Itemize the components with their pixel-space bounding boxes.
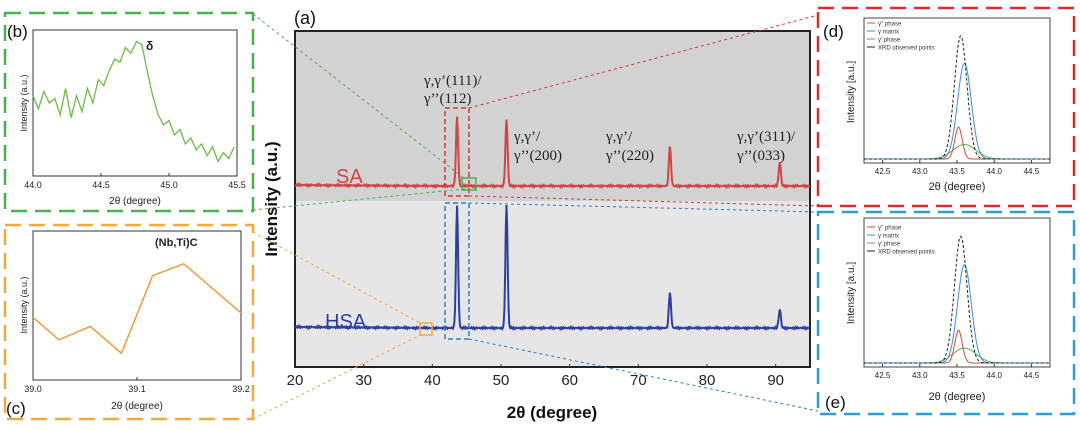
legend-label-gamma-dprime: γ'' phase (878, 22, 902, 28)
panel-e-ylabel: Intensity [a.u.] (846, 262, 857, 324)
panel-b-x-tick-label: 44.0 (24, 180, 42, 190)
panel-d-dashed-frame (816, 6, 1076, 208)
panel-e-x-tick-label: 44.0 (986, 371, 1002, 380)
panel-d-x-tick-label: 43.5 (949, 167, 965, 176)
panel-a-x-tick-label: 60 (561, 372, 578, 389)
panel-a: 20 30 40 50 60 70 80 90 SA HSA (a) 2θ (degree) … (262, 8, 811, 422)
panel-b-ylabel: Intensity (a.u.) (19, 74, 29, 131)
legend-label-observed: XRD observed points (878, 46, 935, 52)
panel-a-bg-bottom (295, 201, 810, 367)
connector-lines (252, 13, 819, 420)
panel-e-x-tick-label: 43.0 (912, 371, 928, 380)
panel-b-dashed-frame (3, 11, 255, 213)
peak-annotation-1a: γ,γ’(111)/ (423, 73, 482, 89)
panel-e-axes (863, 217, 1051, 368)
panel-d-ylabel: Intensity [a.u.] (846, 61, 857, 123)
panel-a-x-tick-label: 90 (767, 372, 784, 389)
legend-label-gamma-matrix: γ matrix (878, 30, 899, 36)
panel-c-annotation: (Nb,Ti)C (155, 237, 198, 249)
panel-a-x-tick-label: 50 (493, 372, 510, 389)
peak-annotation-3b: γ’’(220) (605, 148, 654, 164)
panel-e-dashed-frame (816, 210, 1076, 416)
connector-red-top (468, 14, 819, 109)
series-line-panel-b (32, 40, 235, 163)
panel-c-axes (32, 230, 242, 381)
connector-blue-bottom (468, 338, 819, 412)
panel-e: 42.5 43.0 43.5 44.0 44.5 γ'' phase γ matrix … (816, 210, 1076, 416)
legend-label-observed: XRD observed points (878, 250, 935, 256)
panel-a-x-tick-label: 80 (699, 372, 716, 389)
panel-a-frame (294, 30, 811, 368)
peak-annotation-4a: γ,γ’(311)/ (736, 129, 796, 145)
panel-d-x-tick-label: 44.0 (986, 167, 1002, 176)
connector-red-bottom (468, 195, 819, 207)
panel-a-x-tick-label: 30 (355, 372, 372, 389)
panel-c-ylabel: Intensity (a.u.) (19, 276, 29, 333)
curve-observed-points (864, 35, 1050, 160)
highlight-box-orange (419, 322, 433, 336)
panel-c-x-tick-label: 39.0 (24, 384, 42, 394)
panel-d-label: (d) (823, 22, 844, 41)
panel-a-x-tick-label: 20 (287, 372, 304, 389)
panel-a-label: (a) (294, 8, 316, 28)
panel-d-x-tick-label: 44.5 (1024, 167, 1040, 176)
panel-d-x-tick-label: 42.5 (875, 167, 891, 176)
panel-a-xlabel: 2θ (degree) (507, 403, 597, 422)
peak-annotation-2b: γ’’(200) (513, 148, 562, 164)
panel-b-x-tick-label: 45.5 (228, 180, 246, 190)
panel-c-x-tick-label: 39.1 (128, 384, 146, 394)
panel-a-bg-top (295, 31, 810, 201)
series-label-sa: SA (336, 166, 363, 188)
panel-b-label: (b) (7, 22, 28, 41)
panel-c-xlabel: 2θ (degree) (111, 401, 163, 412)
panel-e-x-tick-label: 43.5 (949, 371, 965, 380)
panel-b-xlabel: 2θ (degree) (109, 196, 161, 207)
panel-d-x-tick-label: 43.0 (912, 167, 928, 176)
legend-label-gamma-matrix: γ matrix (878, 234, 899, 240)
series-line-sa (294, 116, 811, 190)
connector-green-top (252, 13, 466, 180)
panel-d-xlabel: 2θ (degree) (929, 181, 986, 193)
series-line-hsa (294, 204, 811, 332)
panel-e-xlabel: 2θ (degree) (929, 391, 986, 403)
panel-a-ylabel: Intensity (a.u.) (262, 141, 281, 256)
panel-d-axes (863, 17, 1051, 164)
highlight-box-red (444, 107, 470, 197)
panel-b: 44.0 44.5 45.0 45.5 (b) 2θ (degree) Intensi… (3, 11, 255, 213)
peak-annotation-1b: γ’’(112) (423, 91, 471, 107)
curve-observed-points (864, 235, 1050, 364)
connector-blue-top (468, 202, 819, 213)
panel-e-legend: γ'' phase γ matrix γ' phase XRD observed… (867, 226, 935, 256)
panel-c-x-tick-label: 39.2 (232, 384, 250, 394)
highlight-box-blue (444, 202, 470, 340)
panel-b-x-tick-label: 45.0 (160, 180, 178, 190)
highlight-box-green (461, 177, 477, 191)
panel-a-x-tick-label: 70 (630, 372, 647, 389)
peak-annotation-2a: γ,γ’/ (513, 129, 541, 145)
series-line-panel-c (32, 262, 242, 355)
peak-annotation-4b: γ’’(033) (736, 148, 785, 164)
legend-label-gamma-prime: γ' phase (878, 38, 901, 44)
panel-a-x-tick-label: 40 (424, 372, 441, 389)
panel-e-label: (e) (825, 393, 846, 412)
series-label-hsa: HSA (325, 311, 367, 333)
panel-b-x-tick-label: 44.5 (92, 180, 110, 190)
panel-c-dashed-frame (3, 223, 255, 421)
panel-d: 42.5 43.0 43.5 44.0 44.5 γ'' phase γ matrix … (816, 6, 1076, 208)
panel-b-annotation: δ (146, 39, 153, 53)
panel-c-label: (c) (6, 399, 26, 418)
panel-b-axes (32, 29, 238, 177)
connector-orange-bottom (252, 334, 421, 420)
connector-orange-top (252, 231, 421, 324)
peak-annotation-3a: γ,γ’/ (605, 129, 633, 145)
legend-label-gamma-prime: γ' phase (878, 242, 901, 248)
panel-e-x-tick-label: 42.5 (875, 371, 891, 380)
panel-c: 39.0 39.1 39.2 (c) 2θ (degree) Intensity (… (3, 223, 255, 421)
panel-e-x-tick-label: 44.5 (1024, 371, 1040, 380)
panel-d-legend: γ'' phase γ matrix γ' phase XRD observed… (867, 22, 935, 52)
legend-label-gamma-dprime: γ'' phase (878, 226, 902, 232)
